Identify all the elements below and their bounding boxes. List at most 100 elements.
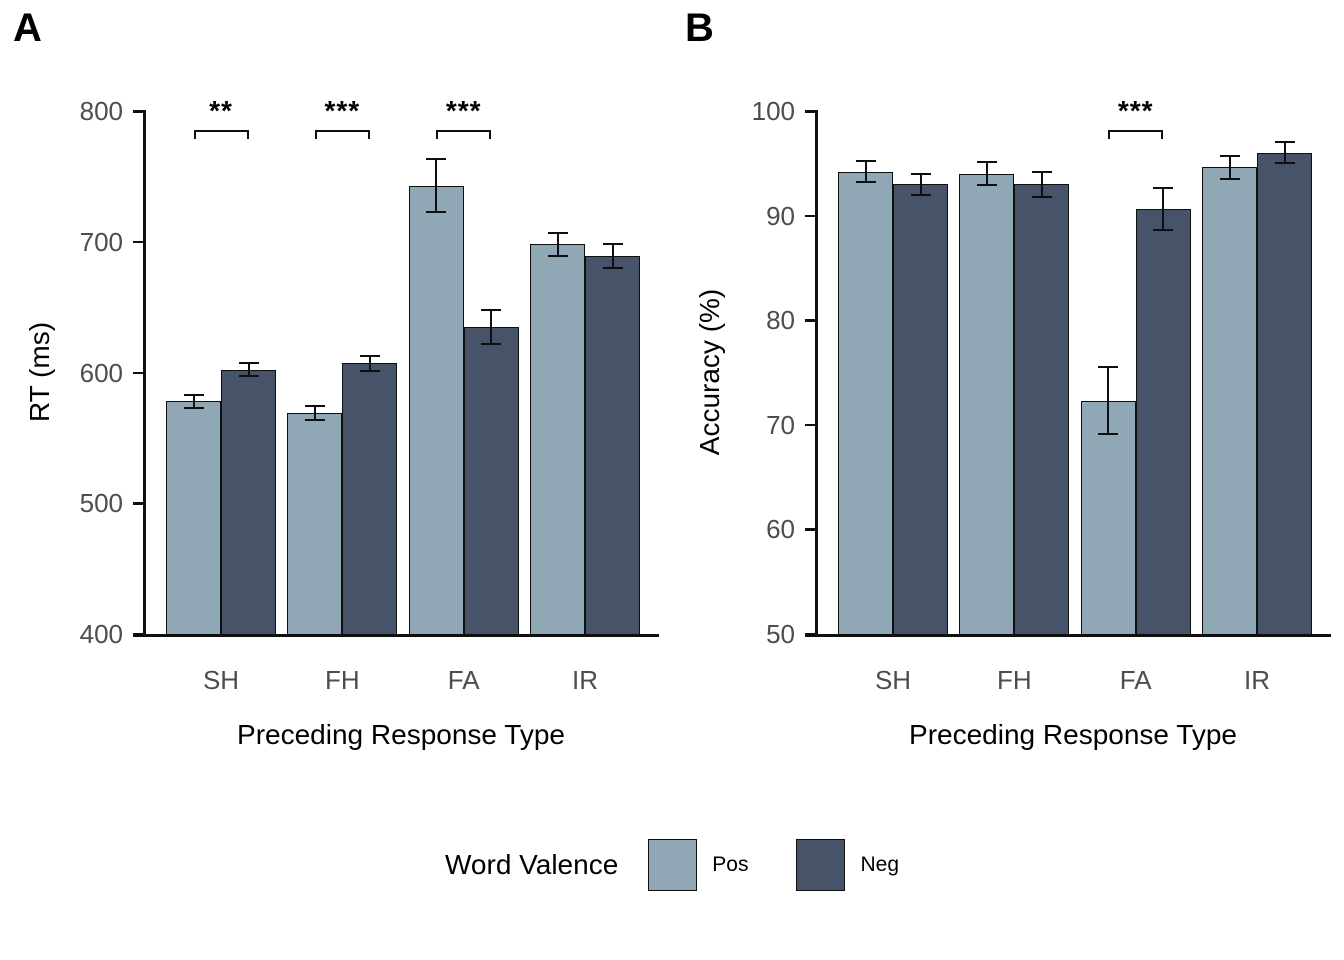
y-tick	[805, 423, 815, 427]
errorbar-ir-pos-cap-top	[1219, 154, 1240, 157]
errorbar-fa-neg-cap-bottom	[1153, 229, 1174, 232]
x-axis-line	[133, 634, 659, 637]
errorbar-sh-neg-cap-bottom	[910, 193, 931, 196]
sig-bracket-fa-left	[1108, 130, 1111, 139]
errorbar-ir-neg-cap-top	[1274, 141, 1295, 144]
x-axis-line	[805, 634, 1331, 637]
errorbar-sh-pos	[864, 161, 867, 183]
y-tick	[133, 371, 143, 374]
errorbar-fa-pos-cap-bottom	[1098, 433, 1119, 436]
y-tick	[805, 319, 815, 322]
panel-b: B Accuracy (%) Preceding Response Type 5…	[672, 0, 1344, 780]
y-tick-label: 80	[766, 305, 795, 336]
panel-a: A RT (ms) Preceding Response Type 400 500…	[0, 0, 672, 780]
sig-bracket-fh-left	[314, 130, 317, 139]
errorbar-fh-neg-cap-top	[359, 354, 380, 357]
sig-bracket-fa-right	[1161, 130, 1164, 139]
errorbar-fh-pos-cap-bottom	[304, 418, 325, 421]
bar-fa-neg	[1135, 209, 1191, 635]
y-axis-line	[815, 110, 818, 636]
errorbar-ir-neg-cap-bottom	[602, 266, 623, 269]
x-tick-label-fa: FA	[1119, 665, 1152, 695]
bar-sh-neg	[221, 369, 276, 635]
sig-bracket-fa	[436, 130, 492, 132]
sig-label-fh: ***	[324, 95, 361, 126]
bar-fh-neg	[1014, 184, 1070, 635]
legend-item-neg: Neg	[796, 839, 899, 891]
bar-sh-pos	[166, 401, 221, 635]
legend-title: Word Valence	[445, 849, 619, 880]
errorbar-fh-pos-cap-top	[304, 405, 325, 408]
y-tick-label: 50	[766, 619, 795, 649]
bar-fa-neg	[463, 326, 519, 635]
errorbar-sh-pos-cap-top	[183, 393, 204, 396]
errorbar-ir-pos-cap-bottom	[1219, 177, 1240, 180]
panel-a-label: A	[13, 6, 42, 50]
bar-sh-pos	[838, 171, 893, 635]
y-tick-label: 700	[79, 226, 123, 257]
errorbar-fh-pos-cap-top	[976, 161, 997, 164]
errorbar-fh-pos	[985, 162, 988, 186]
y-tick-label: 500	[79, 488, 123, 519]
x-tick-label-fh: FH	[996, 665, 1032, 695]
y-tick	[805, 633, 815, 636]
legend-swatch-pos-icon	[648, 839, 698, 891]
legend-label-pos: Pos	[712, 853, 749, 876]
errorbar-ir-neg	[1283, 142, 1286, 164]
errorbar-sh-neg-cap-bottom	[238, 375, 259, 378]
sig-label-sh: **	[209, 95, 233, 126]
panel-b-label: B	[685, 6, 714, 50]
y-tick-label: 600	[79, 357, 123, 388]
errorbar-fh-pos-cap-bottom	[976, 184, 997, 187]
y-tick-label: 90	[766, 200, 795, 231]
errorbar-fa-neg	[1162, 188, 1165, 231]
errorbar-sh-neg	[247, 363, 250, 377]
sig-bracket-fa-left	[436, 130, 439, 139]
errorbar-ir-neg-cap-top	[602, 243, 623, 246]
sig-bracket-sh-left	[193, 130, 196, 139]
errorbar-sh-pos-cap-top	[855, 160, 876, 163]
errorbar-sh-pos	[192, 394, 195, 408]
sig-bracket-fh	[314, 130, 370, 132]
errorbar-sh-pos-cap-bottom	[855, 181, 876, 184]
y-tick-label: 400	[79, 619, 123, 649]
bar-fa-pos	[1080, 400, 1136, 635]
errorbar-fa-neg	[490, 309, 493, 344]
sig-bracket-fh-right	[367, 130, 370, 139]
y-tick-label: 70	[766, 409, 795, 440]
errorbar-ir-pos	[556, 232, 559, 257]
errorbar-ir-pos	[1228, 155, 1231, 179]
legend-swatch-neg-icon	[796, 839, 846, 891]
errorbar-fh-neg-cap-bottom	[359, 370, 380, 373]
legend-item-pos: Pos	[648, 839, 748, 891]
errorbar-fa-neg-cap-top	[1153, 187, 1174, 190]
y-tick	[133, 110, 143, 113]
bar-sh-neg	[893, 184, 948, 635]
bar-fh-neg	[342, 363, 398, 635]
bar-fh-pos	[287, 413, 343, 635]
panel-b-x-axis-title: Preceding Response Type	[909, 719, 1237, 750]
y-tick	[805, 110, 815, 113]
x-tick-label-sh: SH	[202, 665, 240, 695]
y-tick	[133, 240, 143, 244]
errorbar-fa-neg-cap-top	[481, 308, 502, 311]
errorbar-fh-neg-cap-bottom	[1031, 195, 1052, 198]
errorbar-fh-neg	[368, 355, 371, 372]
errorbar-sh-neg	[919, 173, 922, 195]
errorbar-fh-neg-cap-top	[1031, 170, 1052, 173]
y-tick-label: 800	[79, 96, 123, 126]
errorbar-ir-neg-cap-bottom	[1274, 162, 1295, 165]
errorbar-fa-pos-cap-top	[1098, 366, 1119, 369]
bar-ir-pos	[1202, 167, 1257, 635]
errorbar-fa-pos-cap-bottom	[426, 210, 447, 213]
errorbar-sh-neg-cap-top	[238, 362, 259, 365]
errorbar-sh-pos-cap-bottom	[183, 406, 204, 409]
legend-label-neg: Neg	[860, 853, 899, 876]
bar-ir-pos	[530, 244, 585, 635]
errorbar-fa-neg-cap-bottom	[481, 342, 502, 345]
errorbar-ir-pos-cap-top	[547, 231, 568, 234]
sig-bracket-sh	[193, 130, 249, 132]
errorbar-fa-pos-cap-top	[426, 158, 447, 161]
sig-bracket-sh-right	[246, 130, 249, 139]
